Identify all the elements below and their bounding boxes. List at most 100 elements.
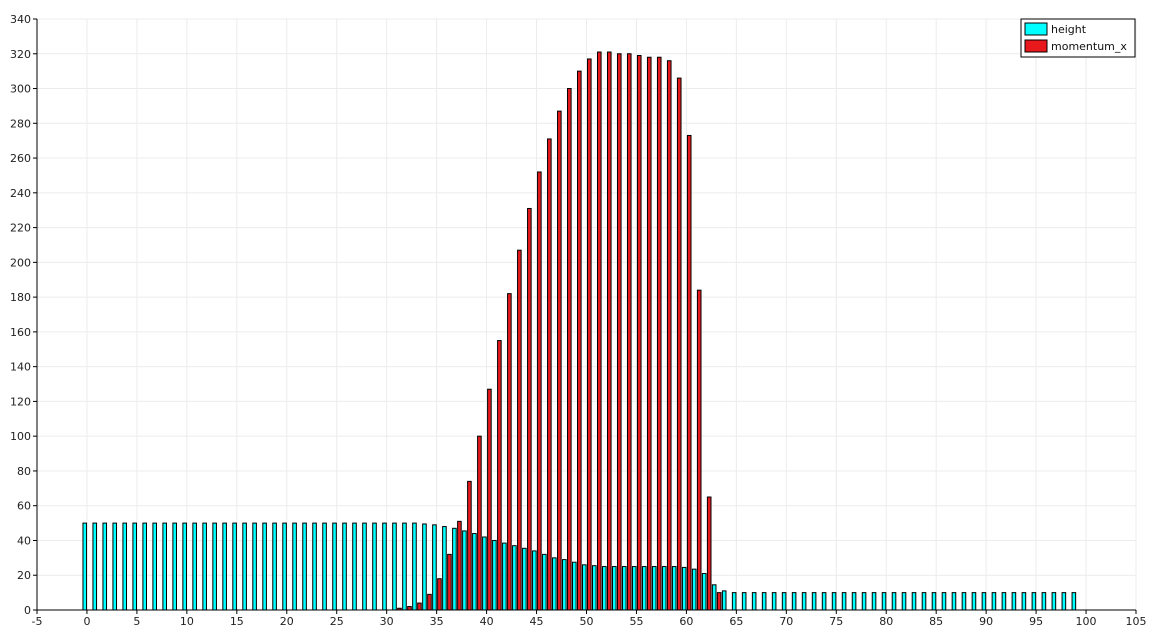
bar-height-0: [82, 522, 88, 611]
bar-height-17: [252, 522, 257, 611]
bar-height-89: [971, 592, 977, 611]
y-tick-label: 260: [10, 152, 31, 165]
bar-momentum_x-49: [577, 70, 582, 611]
bar-height-49: [572, 561, 577, 611]
bar-height-80: [881, 592, 887, 611]
bar-height-3: [112, 522, 118, 611]
x-tick-label: 45: [530, 615, 544, 628]
bar-height-47: [552, 557, 557, 611]
bar-momentum_x-33: [417, 602, 422, 611]
bar-height-57: [651, 566, 657, 611]
bar-height-21: [292, 522, 297, 611]
bar-momentum_x-46: [547, 138, 552, 611]
y-tick-label: 40: [17, 534, 31, 547]
bar-height-91: [991, 592, 997, 611]
bar-height-29: [372, 522, 377, 611]
bar-height-48: [562, 559, 567, 611]
bar-height-63: [711, 584, 717, 611]
bar-height-41: [492, 539, 497, 611]
axes: 0204060801001201401601802002202402602803…: [10, 13, 1147, 628]
bar-height-78: [861, 592, 867, 611]
bar-height-26: [342, 522, 347, 611]
bar-momentum_x-32: [407, 606, 412, 611]
bar-momentum_x-53: [616, 53, 622, 611]
bar-height-71: [791, 592, 797, 611]
bar-height-59: [671, 566, 677, 611]
x-tick-label: 75: [829, 615, 843, 628]
bar-height-22: [302, 522, 307, 611]
bar-height-85: [931, 592, 937, 611]
bar-momentum_x-36: [447, 553, 452, 611]
y-tick-label: 0: [24, 604, 31, 617]
bar-height-2: [102, 522, 108, 611]
bar-height-92: [1001, 592, 1007, 611]
bar-height-35: [432, 524, 437, 611]
y-tick-label: 120: [10, 395, 31, 408]
bar-momentum_x-42: [507, 293, 512, 611]
bar-height-16: [242, 522, 247, 611]
bar-height-4: [122, 522, 128, 611]
bar-height-54: [621, 566, 627, 611]
x-tick-label: 105: [1126, 615, 1147, 628]
bar-height-13: [212, 522, 217, 611]
bar-height-27: [352, 522, 357, 611]
y-tick-label: 240: [10, 187, 31, 200]
bar-height-20: [282, 522, 287, 611]
bar-height-9: [172, 522, 177, 611]
bar-height-99: [1071, 592, 1077, 611]
y-tick-label: 80: [17, 465, 31, 478]
bar-height-12: [202, 522, 207, 611]
bar-height-73: [811, 592, 817, 611]
y-tick-label: 340: [10, 13, 31, 26]
bar-height-28: [362, 522, 367, 611]
bar-height-7: [152, 522, 157, 611]
bar-height-88: [961, 592, 967, 611]
bar-height-34: [422, 523, 427, 611]
bar-height-51: [592, 565, 597, 611]
bar-height-93: [1011, 592, 1017, 611]
bar-momentum_x-56: [646, 56, 652, 611]
bar-momentum_x-50: [587, 58, 592, 611]
bar-height-8: [162, 522, 167, 611]
bar-height-74: [821, 592, 827, 611]
bar-momentum_x-48: [567, 88, 572, 611]
bar-height-5: [132, 522, 138, 611]
bar-height-11: [192, 522, 197, 611]
bar-momentum_x-45: [537, 171, 542, 611]
y-tick-label: 320: [10, 48, 31, 61]
bar-height-95: [1031, 592, 1037, 611]
x-tick-label: 80: [879, 615, 893, 628]
bar-height-36: [442, 526, 447, 611]
bar-height-87: [951, 592, 957, 611]
x-tick-label: 50: [580, 615, 594, 628]
x-tick-label: -5: [32, 615, 43, 628]
bar-momentum_x-55: [636, 55, 642, 611]
bar-momentum_x-47: [557, 110, 562, 611]
bar-height-90: [981, 592, 987, 611]
bar-height-30: [382, 522, 387, 611]
bar-height-53: [611, 566, 617, 611]
x-tick-label: 40: [480, 615, 494, 628]
bar-height-23: [312, 522, 317, 611]
bar-momentum_x-52: [606, 51, 612, 611]
bar-height-14: [222, 522, 227, 611]
bar-height-69: [771, 592, 777, 611]
y-tick-label: 280: [10, 117, 31, 130]
bar-height-66: [741, 592, 747, 611]
bar-height-86: [941, 592, 947, 611]
x-tick-label: 20: [280, 615, 294, 628]
bar-height-67: [751, 592, 757, 611]
bar-momentum_x-57: [656, 56, 662, 611]
x-tick-label: 30: [380, 615, 394, 628]
legend: height momentum_x: [1020, 18, 1136, 58]
bar-height-24: [322, 522, 327, 611]
bar-height-61: [691, 568, 697, 611]
bar-height-84: [921, 592, 927, 611]
x-tick-label: 35: [430, 615, 444, 628]
bar-height-68: [761, 592, 767, 611]
bar-height-64: [721, 590, 727, 611]
bar-height-15: [232, 522, 237, 611]
grid: [37, 18, 1137, 610]
bar-height-55: [631, 566, 637, 611]
